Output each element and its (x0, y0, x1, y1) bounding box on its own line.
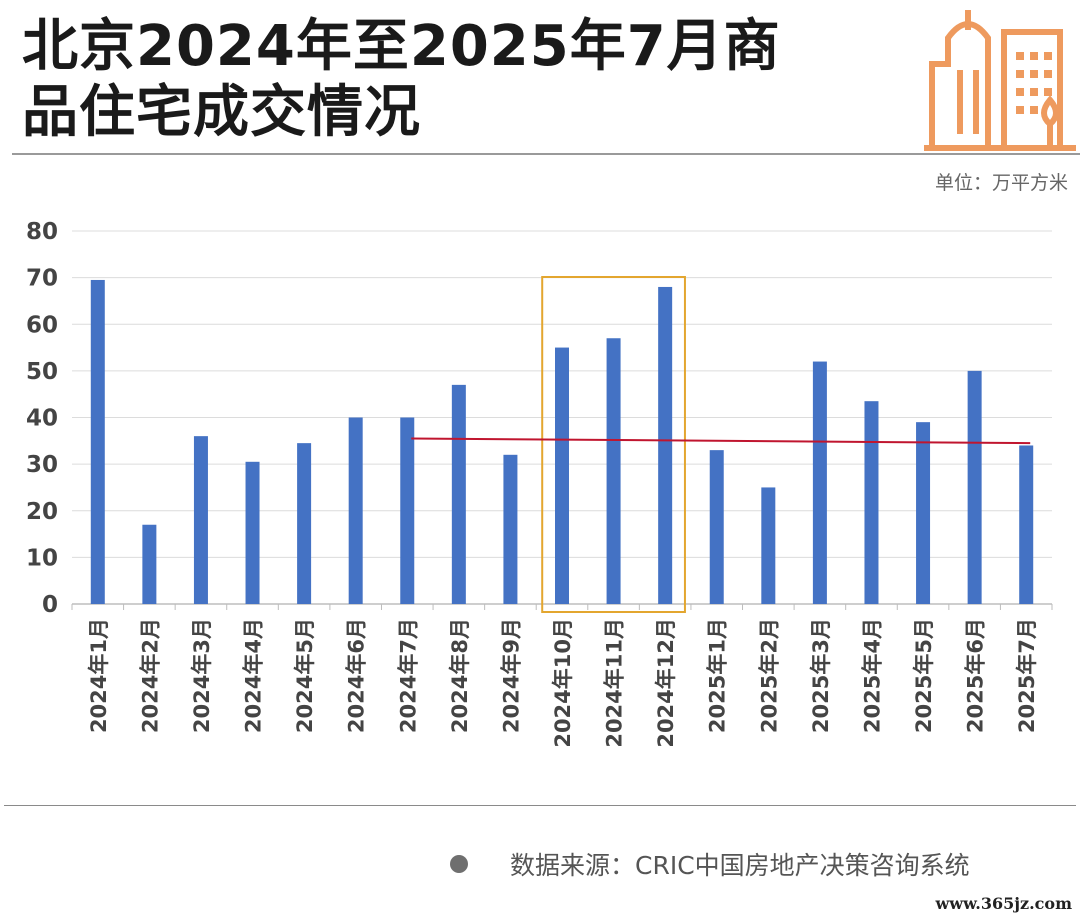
x-tick-label: 2024年3月 (190, 618, 214, 733)
bar (658, 286, 673, 604)
bar (503, 454, 518, 604)
building-logo-icon (924, 10, 1076, 151)
y-tick-label: 10 (26, 545, 58, 571)
bar (193, 436, 208, 604)
title-line-2: 品住宅成交情况 (22, 80, 421, 145)
bar (400, 417, 415, 604)
x-tick-label: 2025年5月 (912, 618, 936, 733)
footer-divider (4, 805, 1076, 806)
x-tick-label: 2025年6月 (964, 618, 988, 733)
y-tick-label: 70 (26, 266, 58, 292)
bar (812, 361, 827, 604)
bars (90, 279, 1034, 604)
trend-layer (411, 437, 1031, 445)
bar (709, 450, 724, 604)
bar (90, 279, 105, 604)
x-tick-label: 2024年11月 (603, 618, 627, 748)
x-tick-label: 2024年1月 (87, 618, 111, 733)
y-tick-label: 60 (26, 312, 58, 338)
x-tick-label: 2025年2月 (757, 618, 781, 733)
x-tick-label: 2024年4月 (242, 618, 266, 733)
x-tick-label: 2025年4月 (860, 618, 884, 733)
x-tick-label: 2024年8月 (448, 618, 472, 733)
bar (348, 417, 363, 604)
x-tick-label: 2024年9月 (499, 618, 523, 733)
x-tick-label: 2024年6月 (345, 618, 369, 733)
bar (967, 370, 982, 604)
x-tick-label: 2024年7月 (396, 618, 420, 733)
x-tick-label: 2025年3月 (809, 618, 833, 733)
x-tick-label: 2024年10月 (551, 618, 575, 748)
bar (555, 347, 569, 604)
y-tick-label: 80 (26, 219, 58, 245)
y-tick-label: 0 (42, 592, 58, 618)
source-note: 数据来源：CRIC中国房地产决策咨询系统 (450, 846, 970, 882)
x-axis-labels: 2024年1月 2024年2月 2024年3月 2024年4月 2024年5月 2024年… (87, 618, 1039, 748)
source-text: 数据来源：CRIC中国房地产决策咨询系统 (510, 851, 970, 880)
page-title: 北京2024年至2025年7月商 品住宅成交情况 (22, 14, 902, 146)
unit-label: 单位：万平方米 (934, 172, 1068, 194)
bar (245, 461, 260, 604)
title-line-1: 北京2024年至2025年7月商 (22, 14, 781, 79)
bar (916, 422, 931, 604)
bar (142, 524, 157, 604)
bar (1019, 445, 1034, 604)
site-watermark: www.365jz.com (935, 894, 1072, 913)
bar (761, 487, 776, 604)
title-divider (12, 153, 1080, 155)
highlight-box (541, 276, 686, 613)
y-axis-ticks: 0 10 20 30 40 50 60 70 80 (26, 219, 58, 618)
highlight-layer (541, 276, 686, 613)
x-tick-label: 2024年12月 (654, 618, 678, 748)
trend-line (411, 437, 1031, 445)
y-tick-label: 20 (26, 499, 58, 525)
y-tick-label: 30 (26, 452, 58, 478)
bar (864, 401, 879, 604)
x-tick-label: 2025年7月 (1015, 618, 1039, 733)
x-tick-label: 2024年5月 (293, 618, 317, 733)
bar (297, 443, 312, 604)
x-tick-label: 2024年2月 (138, 618, 162, 733)
bar (606, 338, 621, 604)
bullet-icon (450, 855, 468, 873)
y-tick-label: 50 (26, 359, 58, 385)
bar (451, 384, 466, 604)
x-tick-label: 2025年1月 (706, 618, 730, 733)
y-tick-label: 40 (26, 406, 58, 432)
